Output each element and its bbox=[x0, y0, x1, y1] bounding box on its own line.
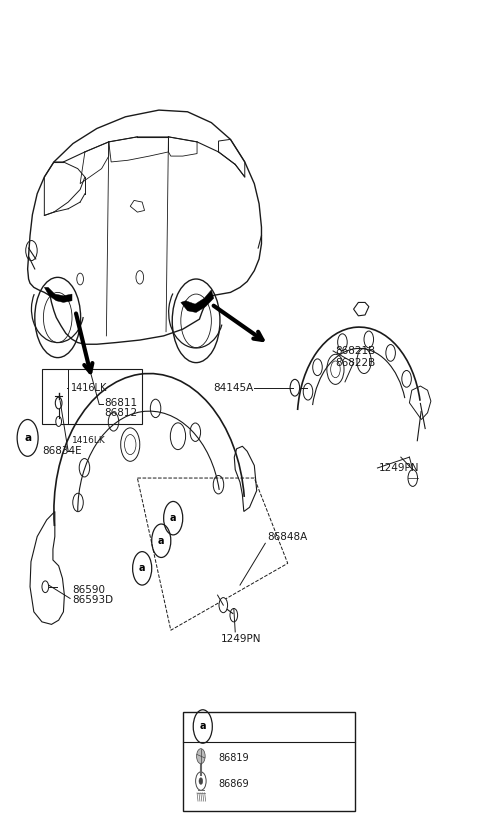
Text: a: a bbox=[139, 563, 145, 573]
Text: 1249PN: 1249PN bbox=[221, 633, 262, 644]
Circle shape bbox=[219, 597, 228, 612]
Circle shape bbox=[197, 748, 205, 763]
Text: 1249PN: 1249PN bbox=[378, 463, 419, 473]
Text: 1416LK: 1416LK bbox=[72, 436, 106, 445]
Text: 86848A: 86848A bbox=[268, 532, 308, 541]
Text: a: a bbox=[200, 722, 206, 732]
Text: 86819: 86819 bbox=[218, 753, 249, 763]
Text: 1416LK: 1416LK bbox=[71, 383, 107, 393]
Text: 86593D: 86593D bbox=[72, 595, 113, 605]
Text: 86822B: 86822B bbox=[336, 358, 376, 368]
Polygon shape bbox=[44, 288, 72, 302]
Text: 86834E: 86834E bbox=[42, 446, 82, 456]
Text: 86811: 86811 bbox=[104, 398, 137, 408]
Text: 86590: 86590 bbox=[72, 585, 105, 595]
Bar bbox=[42, 369, 142, 424]
Text: 84145A: 84145A bbox=[213, 383, 253, 393]
Bar bbox=[183, 712, 355, 810]
Circle shape bbox=[55, 397, 62, 409]
Text: a: a bbox=[158, 536, 165, 545]
Text: a: a bbox=[170, 513, 177, 524]
Polygon shape bbox=[181, 290, 214, 312]
Text: 86812: 86812 bbox=[104, 408, 137, 418]
Text: 86821B: 86821B bbox=[336, 346, 376, 356]
Text: a: a bbox=[24, 433, 31, 443]
Circle shape bbox=[290, 379, 300, 396]
Circle shape bbox=[199, 778, 203, 784]
Circle shape bbox=[56, 416, 61, 426]
Circle shape bbox=[42, 581, 48, 592]
Text: 86869: 86869 bbox=[218, 779, 249, 789]
